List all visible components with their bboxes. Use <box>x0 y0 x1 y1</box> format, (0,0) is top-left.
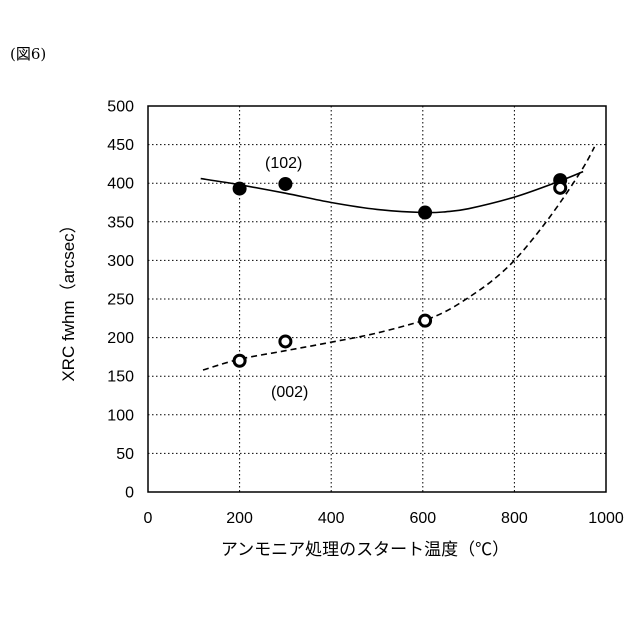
x-tick-label: 600 <box>409 510 436 527</box>
x-tick-label: 1000 <box>588 510 624 527</box>
y-tick-label: 0 <box>125 485 134 502</box>
data-point-filled <box>233 182 247 196</box>
y-tick-label: 100 <box>107 407 134 424</box>
x-tick-label: 200 <box>226 510 253 527</box>
x-tick-label: 400 <box>318 510 345 527</box>
x-tick-label: 0 <box>144 510 153 527</box>
series-label: (102) <box>265 155 302 172</box>
data-point-open <box>234 355 245 366</box>
data-point-open <box>555 182 566 193</box>
y-axis-label: XRC fwhm（arcsec） <box>59 216 78 381</box>
data-point-filled <box>278 177 292 191</box>
y-tick-label: 450 <box>107 137 134 154</box>
x-tick-label: 800 <box>501 510 528 527</box>
x-axis-label: アンモニア処理のスタート温度（℃） <box>221 540 509 559</box>
series-label: (002) <box>271 384 308 401</box>
data-point-open <box>280 336 291 347</box>
data-point-filled <box>418 206 432 220</box>
trend-line <box>203 147 595 370</box>
x-tick-labels: 0 200 400 600 800 1000 <box>144 510 624 527</box>
series-labels: (102) (002) <box>265 155 308 401</box>
y-tick-label: 350 <box>107 214 134 231</box>
y-tick-label: 50 <box>116 446 134 463</box>
chart-grid <box>148 106 606 492</box>
trend-lines <box>201 147 595 370</box>
y-tick-label: 200 <box>107 330 134 347</box>
y-tick-label: 150 <box>107 369 134 386</box>
y-tick-label: 300 <box>107 253 134 270</box>
data-point-open <box>420 315 431 326</box>
trend-line <box>201 172 583 213</box>
y-tick-label: 400 <box>107 176 134 193</box>
y-tick-labels: 0 50 100 150 200 250 300 350 400 450 500 <box>107 99 134 502</box>
y-tick-label: 250 <box>107 292 134 309</box>
y-tick-label: 500 <box>107 99 134 116</box>
